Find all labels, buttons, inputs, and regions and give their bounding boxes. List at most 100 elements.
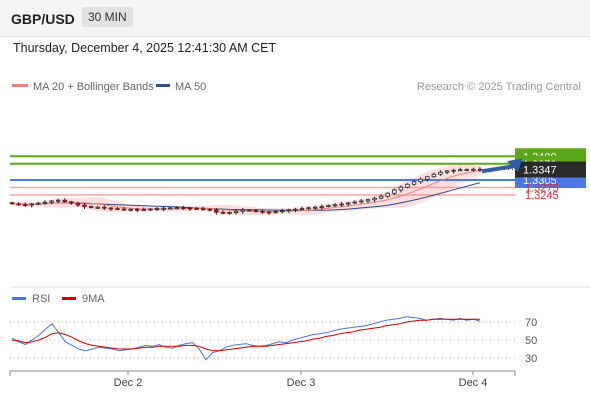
rsi-line xyxy=(11,316,481,361)
candle-body xyxy=(378,195,384,199)
candle-body xyxy=(293,208,298,211)
current-price-label: 1.3347 xyxy=(523,165,557,177)
candle-body xyxy=(273,211,278,214)
candle-body xyxy=(108,207,114,210)
chart-datetime: Thursday, December 4, 2025 12:41:30 AM C… xyxy=(13,41,277,55)
candle-body xyxy=(62,199,67,203)
candle-body xyxy=(385,192,390,197)
candle-body xyxy=(438,171,443,175)
candle-body xyxy=(345,202,351,205)
candle-body xyxy=(458,169,463,172)
candle-body xyxy=(148,208,153,211)
candle-body xyxy=(69,201,74,204)
candle-body xyxy=(319,206,325,208)
candle-body xyxy=(332,204,338,207)
time-tick-label: Dec 3 xyxy=(287,377,316,389)
candle-body xyxy=(359,200,364,203)
chart-header: GBP/USD 30 MIN xyxy=(0,0,590,37)
candle-body xyxy=(141,209,147,211)
ma20-legend-swatch xyxy=(12,84,28,87)
candle-body xyxy=(253,210,259,212)
candle-body xyxy=(16,203,21,206)
candle-body xyxy=(55,199,61,202)
rsi-tick-50: 50 xyxy=(525,335,537,347)
candle-body xyxy=(161,207,166,210)
candle-body xyxy=(240,209,245,212)
candle-body xyxy=(372,197,377,201)
candle-body xyxy=(266,211,272,214)
candle-body xyxy=(418,178,423,183)
rsi-legend-label: RSI xyxy=(32,293,50,305)
candle-body xyxy=(49,200,54,203)
candle-body xyxy=(220,211,226,214)
candle-body xyxy=(121,208,127,211)
ma50-legend-swatch xyxy=(156,84,170,87)
candle-body xyxy=(82,204,87,207)
candle-body xyxy=(102,206,107,209)
level-label-1.3245: 1.3245 xyxy=(525,190,559,202)
candle-body xyxy=(187,207,193,210)
candle-body xyxy=(392,189,397,194)
candle-body xyxy=(29,203,34,206)
candle-body xyxy=(365,199,371,202)
candle-body xyxy=(280,210,285,213)
candle-body xyxy=(36,202,41,205)
bias-arrow-shaft xyxy=(481,164,515,174)
candle-body xyxy=(471,168,476,171)
candle-body xyxy=(312,206,318,209)
candle-body xyxy=(260,210,265,213)
rsi-tick-70: 70 xyxy=(525,317,537,329)
bias-arrow-head xyxy=(507,158,522,173)
candle-body xyxy=(405,183,410,188)
candle-body xyxy=(88,206,94,208)
time-tick-label: Dec 4 xyxy=(459,377,488,389)
candle-body xyxy=(174,207,180,210)
candle-body xyxy=(9,202,15,205)
candle-body xyxy=(75,202,81,206)
candle-body xyxy=(431,173,437,178)
rsi-ma-line xyxy=(11,318,480,352)
candle-body xyxy=(247,209,252,212)
candle-body xyxy=(444,170,450,173)
candle-body xyxy=(115,208,120,210)
candle-body xyxy=(135,208,140,211)
candle-body xyxy=(227,212,232,214)
ma20-legend-label: MA 20 + Bollinger Bands xyxy=(33,81,154,93)
time-tick-label: Dec 2 xyxy=(114,377,143,389)
candle-body xyxy=(214,209,219,213)
bollinger-band xyxy=(12,164,480,216)
candle-body xyxy=(22,204,28,206)
timeframe-badge[interactable]: 30 MIN xyxy=(82,7,133,27)
candle-body xyxy=(286,209,292,212)
candle-body xyxy=(411,181,417,185)
candle-body xyxy=(352,201,357,204)
candle-body xyxy=(425,176,430,180)
candle-body xyxy=(200,208,206,211)
symbol-label: GBP/USD xyxy=(11,11,75,27)
candle-body xyxy=(207,208,212,211)
candle-body xyxy=(398,186,404,191)
level-label-1.3305: 1.3305 xyxy=(523,175,557,187)
candle-body xyxy=(181,207,186,210)
candle-body xyxy=(233,210,239,213)
candle-body xyxy=(167,207,173,210)
candle-body xyxy=(95,206,100,209)
current-price-tag xyxy=(515,161,586,178)
candle-body xyxy=(128,208,133,211)
candle-body xyxy=(451,169,456,172)
candle-body xyxy=(464,169,470,171)
candle-body xyxy=(194,208,199,210)
ma20-line xyxy=(11,170,481,213)
candle-body xyxy=(326,205,331,207)
level-label-1.3275: 1.3275 xyxy=(525,183,559,195)
research-credit: Research © 2025 Trading Central xyxy=(417,81,581,93)
rsi-tick-30: 30 xyxy=(525,353,537,365)
rsi-ma-legend-label: 9MA xyxy=(82,293,105,305)
candle-body xyxy=(42,201,48,204)
candle-body xyxy=(339,203,344,206)
candle-body xyxy=(299,208,305,210)
candle-body xyxy=(306,207,311,210)
rsi-ma-legend-swatch xyxy=(62,297,76,300)
